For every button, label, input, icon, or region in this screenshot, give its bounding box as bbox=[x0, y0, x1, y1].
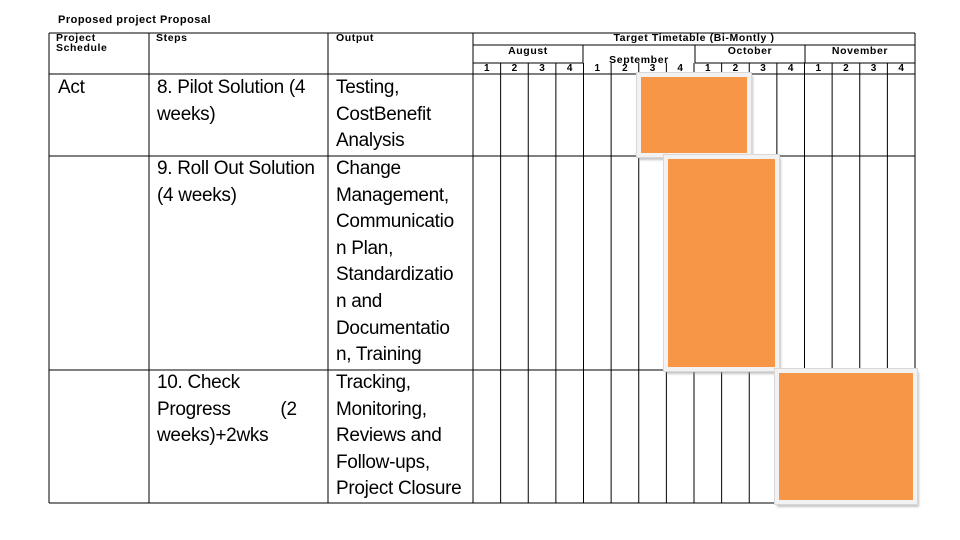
step-line: 10. Check bbox=[157, 372, 240, 393]
output-line: Documentatio bbox=[336, 317, 450, 339]
week-number: 2 bbox=[843, 63, 849, 74]
week-number: 3 bbox=[649, 63, 656, 74]
week-number: 1 bbox=[705, 63, 711, 74]
step-line: weeks)+2wks bbox=[157, 425, 269, 447]
output-line: Monitoring, bbox=[336, 398, 427, 420]
output-line: Follow-ups, bbox=[336, 451, 430, 473]
month-august: August bbox=[508, 45, 548, 57]
output-line: Project Closure bbox=[336, 478, 462, 500]
output-line: n and bbox=[336, 290, 383, 312]
week-number: 4 bbox=[898, 63, 904, 74]
week-number: 2 bbox=[732, 63, 739, 74]
month-september: September bbox=[609, 54, 669, 66]
output-line: Change bbox=[336, 158, 401, 179]
header-output: Output bbox=[336, 32, 375, 44]
step-line: 8. Pilot Solution (4 bbox=[157, 77, 306, 98]
header-steps: Steps bbox=[156, 32, 188, 44]
output-line: Reviews and bbox=[336, 425, 442, 447]
week-number: 4 bbox=[787, 63, 794, 74]
header-schedule-label: Schedule bbox=[56, 42, 108, 54]
output-line: CostBenefit bbox=[336, 103, 431, 125]
row-rollout-step: 9. Roll Out Solution (4 weeks) bbox=[157, 156, 315, 209]
step-line: (4 weeks) bbox=[157, 184, 237, 206]
week-number: 2 bbox=[622, 63, 628, 74]
timeline-bar bbox=[663, 154, 780, 372]
row-check-step: 10. Check Progress (2 weeks)+2wks bbox=[157, 370, 297, 450]
month-november: November bbox=[831, 45, 889, 57]
row-pilot-output: Testing, CostBenefit Analysis bbox=[336, 75, 431, 155]
output-line: Management, bbox=[336, 184, 449, 206]
week-number: 3 bbox=[760, 63, 766, 74]
month-october: October bbox=[727, 45, 773, 57]
row-rollout-output: Change Management, Communicatio n Plan, … bbox=[336, 156, 454, 369]
document-title: Proposed project Proposal bbox=[58, 14, 212, 26]
output-line: Testing, bbox=[336, 77, 400, 98]
header-target-timetable: Target Timetable (Bi-Montly ) bbox=[613, 32, 775, 44]
output-line: Analysis bbox=[336, 130, 405, 152]
week-number: 4 bbox=[566, 63, 573, 74]
header-project-label: Project bbox=[56, 32, 96, 44]
week-number: 3 bbox=[539, 63, 545, 74]
step-line: 9. Roll Out Solution bbox=[157, 158, 315, 179]
output-line: Tracking, bbox=[336, 372, 411, 393]
output-line: n Plan, bbox=[336, 237, 394, 259]
timeline-bar bbox=[635, 72, 753, 158]
row-check-output: Tracking, Monitoring, Reviews and Follow… bbox=[336, 370, 462, 503]
week-number: 1 bbox=[594, 63, 601, 74]
step-line: weeks) bbox=[157, 103, 216, 125]
output-line: n, Training bbox=[336, 344, 422, 366]
row-pilot-step: 8. Pilot Solution (4 weeks) bbox=[157, 75, 306, 128]
header-project-schedule: Project Schedule bbox=[56, 32, 108, 54]
week-number: 4 bbox=[677, 63, 683, 74]
output-line: Standardizatio bbox=[336, 264, 454, 286]
timeline-bar bbox=[773, 368, 919, 505]
row-act-schedule: Act bbox=[58, 77, 85, 98]
output-line: Communicatio bbox=[336, 211, 454, 233]
week-number: 1 bbox=[815, 63, 822, 74]
step-line: Progress (2 bbox=[157, 398, 297, 420]
week-number: 3 bbox=[870, 63, 877, 74]
week-number: 1 bbox=[484, 63, 490, 74]
week-number: 2 bbox=[511, 63, 518, 74]
